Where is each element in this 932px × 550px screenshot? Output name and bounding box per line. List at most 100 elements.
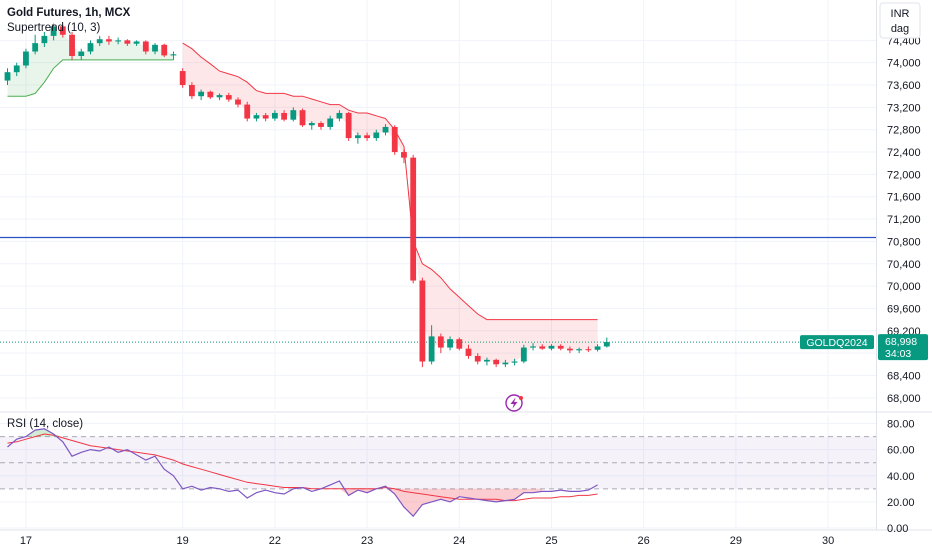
candle	[447, 336, 453, 351]
candle-body	[262, 115, 269, 119]
candle	[493, 358, 500, 368]
candle	[437, 333, 444, 354]
candle-body	[401, 152, 407, 158]
candle-body	[235, 99, 241, 105]
candle-body	[391, 126, 398, 153]
candle-body	[106, 39, 112, 42]
candle	[170, 51, 177, 60]
rsi-legend[interactable]: RSI (14, close)	[7, 418, 83, 430]
rsi-tick-label: 40.00	[887, 471, 915, 483]
supertrend-up-line	[7, 59, 174, 97]
candle-body	[493, 359, 500, 365]
price-tick-label: 70,400	[887, 259, 921, 271]
symbol-title[interactable]: Gold Futures, 1h, MCX	[7, 7, 131, 19]
candle-body	[318, 123, 324, 127]
candle	[603, 337, 610, 348]
time-tick-label: 22	[269, 535, 281, 547]
currency-label: INR	[891, 8, 910, 20]
candle-body	[152, 44, 158, 52]
price-tick-label: 68,400	[887, 370, 921, 382]
candle-body	[548, 345, 555, 349]
price-tick-label: 71,600	[887, 192, 921, 204]
candle-body	[142, 41, 149, 52]
ticker-tag-bg	[800, 335, 874, 350]
candle	[32, 34, 39, 55]
time-tick-label: 19	[177, 535, 189, 547]
candle-body	[50, 26, 57, 36]
candle-body	[179, 71, 186, 86]
candle	[69, 31, 75, 60]
candle-body	[530, 346, 536, 348]
candle-body	[207, 91, 214, 98]
candle-body	[78, 51, 85, 56]
candle	[59, 24, 66, 38]
grid	[0, 0, 876, 529]
candle	[161, 43, 168, 58]
rsi-tick-label: 20.00	[887, 497, 915, 509]
supertrend-lines	[7, 42, 598, 321]
candle	[576, 347, 583, 354]
price-tick-label: 70,000	[887, 281, 921, 293]
candle-body	[96, 39, 103, 44]
candle	[548, 344, 555, 351]
rsi-tick-label: 80.00	[887, 419, 915, 431]
candles	[4, 23, 610, 368]
rsi-overbought-fill	[7, 428, 72, 437]
supertrend-legend[interactable]: Supertrend (10, 3)	[7, 22, 101, 34]
candle	[327, 115, 334, 130]
candle	[271, 110, 278, 121]
price-tick-label: 73,200	[887, 102, 921, 114]
candle	[299, 108, 306, 127]
price-tick-label: 69,600	[887, 303, 921, 315]
candle-body	[447, 339, 453, 348]
candle-body	[133, 41, 140, 44]
price-tag: GOLDQ2024 68,998 34:03	[800, 334, 928, 361]
session-label: dag	[891, 23, 909, 35]
price-axis[interactable]: 68,00068,40068,80069,20069,60070,00070,4…	[887, 35, 921, 404]
candle	[567, 346, 573, 354]
candle-body	[271, 112, 278, 119]
candle-body	[382, 126, 389, 133]
candle	[23, 48, 29, 69]
price-tick-label: 72,000	[887, 169, 921, 181]
candle-body	[520, 347, 527, 362]
rsi-band-background	[0, 436, 876, 489]
candle	[235, 97, 241, 108]
candle-body	[41, 35, 48, 44]
time-tick-label: 30	[822, 535, 834, 547]
candle	[401, 149, 407, 164]
candle-body	[13, 65, 20, 73]
price-tick-label: 73,600	[887, 80, 921, 92]
candle	[364, 132, 370, 141]
candle-body	[124, 40, 131, 44]
candle-body	[557, 345, 564, 349]
candle-body	[198, 91, 205, 97]
rsi-oversold-fill	[339, 488, 543, 517]
time-axis[interactable]: 17 19 22 23 24 25 26 29 30	[20, 535, 834, 547]
candle	[115, 37, 122, 45]
candle	[207, 90, 214, 99]
lightning-icon[interactable]	[505, 394, 523, 412]
rsi-pane[interactable]	[0, 428, 876, 518]
time-tick-label: 25	[545, 535, 557, 547]
candle	[354, 132, 361, 144]
candle-body	[161, 44, 168, 56]
time-tick-label: 17	[20, 535, 32, 547]
time-tick-label: 23	[361, 535, 373, 547]
candle	[133, 40, 140, 46]
price-pane[interactable]	[0, 23, 876, 368]
candle-body	[299, 110, 306, 126]
candle	[106, 35, 112, 45]
candle	[419, 277, 426, 368]
candle-body	[216, 95, 223, 98]
candle	[391, 125, 398, 155]
candle-body	[484, 359, 490, 362]
rsi-axis[interactable]: 0.00 20.00 40.00 60.00 80.00	[887, 419, 915, 535]
candle-body	[585, 349, 592, 351]
candle-body	[502, 362, 509, 365]
price-tick-label: 68,000	[887, 393, 921, 405]
currency-button[interactable]: INR dag	[879, 2, 921, 39]
candle	[124, 39, 131, 46]
candle	[142, 40, 149, 55]
